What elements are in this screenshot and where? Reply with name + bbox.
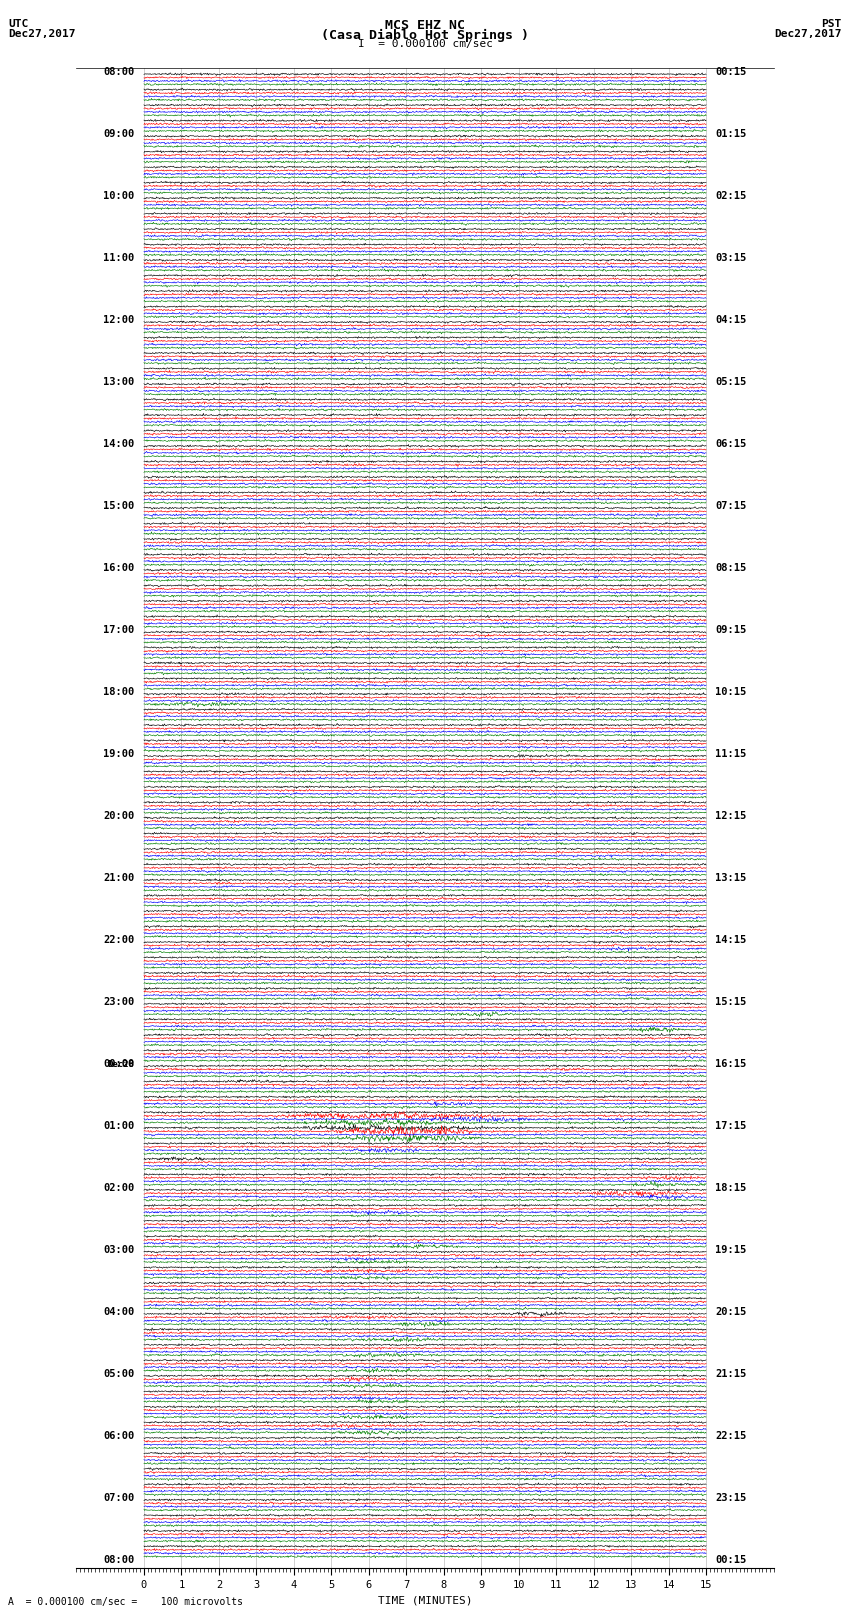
Text: 17:15: 17:15 bbox=[716, 1121, 746, 1131]
Text: 03:15: 03:15 bbox=[716, 253, 746, 263]
Text: 10:00: 10:00 bbox=[104, 192, 134, 202]
Text: 22:15: 22:15 bbox=[716, 1431, 746, 1440]
Text: 07:15: 07:15 bbox=[716, 502, 746, 511]
Text: 09:00: 09:00 bbox=[104, 129, 134, 139]
Text: 14:15: 14:15 bbox=[716, 936, 746, 945]
Text: 08:00: 08:00 bbox=[104, 1555, 134, 1565]
Text: 18:00: 18:00 bbox=[104, 687, 134, 697]
Text: 19:15: 19:15 bbox=[716, 1245, 746, 1255]
Text: 20:15: 20:15 bbox=[716, 1307, 746, 1318]
Text: 14:00: 14:00 bbox=[104, 439, 134, 450]
Text: 02:15: 02:15 bbox=[716, 192, 746, 202]
Text: 11:00: 11:00 bbox=[104, 253, 134, 263]
Text: PST: PST bbox=[821, 19, 842, 29]
Text: 17:00: 17:00 bbox=[104, 626, 134, 636]
Text: 12:15: 12:15 bbox=[716, 811, 746, 821]
Text: 12:00: 12:00 bbox=[104, 316, 134, 326]
Text: 08:00: 08:00 bbox=[104, 68, 134, 77]
X-axis label: TIME (MINUTES): TIME (MINUTES) bbox=[377, 1595, 473, 1605]
Text: 04:00: 04:00 bbox=[104, 1307, 134, 1318]
Text: 22:00: 22:00 bbox=[104, 936, 134, 945]
Text: Dec28: Dec28 bbox=[108, 1060, 134, 1069]
Text: 16:00: 16:00 bbox=[104, 563, 134, 573]
Text: 18:15: 18:15 bbox=[716, 1184, 746, 1194]
Text: 05:15: 05:15 bbox=[716, 377, 746, 387]
Text: 21:15: 21:15 bbox=[716, 1369, 746, 1379]
Text: 23:00: 23:00 bbox=[104, 997, 134, 1007]
Text: 01:00: 01:00 bbox=[104, 1121, 134, 1131]
Text: 07:00: 07:00 bbox=[104, 1494, 134, 1503]
Text: 19:00: 19:00 bbox=[104, 750, 134, 760]
Text: 13:15: 13:15 bbox=[716, 873, 746, 884]
Text: 15:15: 15:15 bbox=[716, 997, 746, 1007]
Text: 21:00: 21:00 bbox=[104, 873, 134, 884]
Text: 05:00: 05:00 bbox=[104, 1369, 134, 1379]
Text: A  = 0.000100 cm/sec =    100 microvolts: A = 0.000100 cm/sec = 100 microvolts bbox=[8, 1597, 243, 1607]
Text: 02:00: 02:00 bbox=[104, 1184, 134, 1194]
Text: 00:15: 00:15 bbox=[716, 68, 746, 77]
Text: 20:00: 20:00 bbox=[104, 811, 134, 821]
Text: Dec27,2017: Dec27,2017 bbox=[774, 29, 842, 39]
Text: 15:00: 15:00 bbox=[104, 502, 134, 511]
Text: 23:15: 23:15 bbox=[716, 1494, 746, 1503]
Text: 06:00: 06:00 bbox=[104, 1431, 134, 1440]
Text: MCS EHZ NC: MCS EHZ NC bbox=[385, 19, 465, 32]
Text: 06:15: 06:15 bbox=[716, 439, 746, 450]
Text: 00:00: 00:00 bbox=[104, 1060, 134, 1069]
Text: 00:15: 00:15 bbox=[716, 1555, 746, 1565]
Text: (Casa Diablo Hot Springs ): (Casa Diablo Hot Springs ) bbox=[321, 29, 529, 42]
Text: 10:15: 10:15 bbox=[716, 687, 746, 697]
Text: 11:15: 11:15 bbox=[716, 750, 746, 760]
Text: 09:15: 09:15 bbox=[716, 626, 746, 636]
Text: 13:00: 13:00 bbox=[104, 377, 134, 387]
Text: 16:15: 16:15 bbox=[716, 1060, 746, 1069]
Text: 04:15: 04:15 bbox=[716, 316, 746, 326]
Text: 08:15: 08:15 bbox=[716, 563, 746, 573]
Text: 03:00: 03:00 bbox=[104, 1245, 134, 1255]
Text: I  = 0.000100 cm/sec: I = 0.000100 cm/sec bbox=[358, 39, 492, 48]
Text: Dec27,2017: Dec27,2017 bbox=[8, 29, 76, 39]
Text: 01:15: 01:15 bbox=[716, 129, 746, 139]
Text: UTC: UTC bbox=[8, 19, 29, 29]
